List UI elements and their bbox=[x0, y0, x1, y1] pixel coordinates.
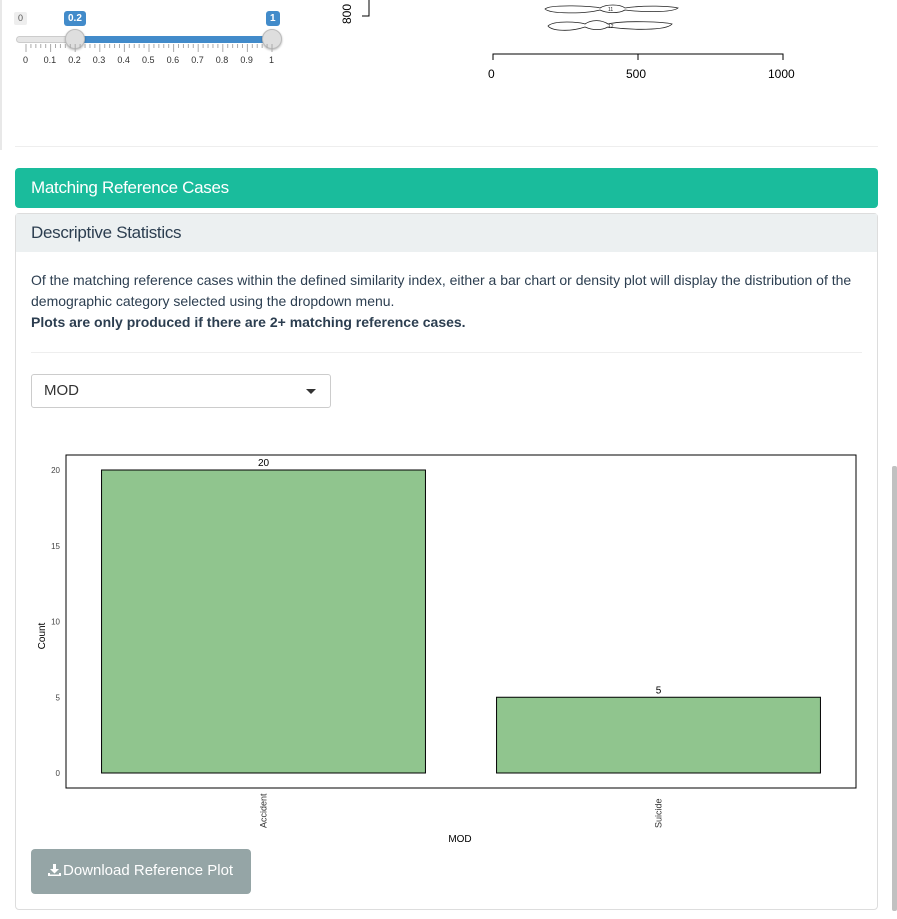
slider-range-bar[interactable] bbox=[75, 36, 272, 43]
slider-tick-label: 0.1 bbox=[43, 55, 57, 65]
slider-tick-label: 0.9 bbox=[240, 55, 253, 65]
x-tick-label: Accident bbox=[259, 793, 269, 828]
top-x-tick-1000: 1000 bbox=[768, 67, 795, 81]
slider-tick-label: 0.6 bbox=[166, 55, 180, 65]
select-value: MOD bbox=[44, 382, 79, 399]
bar-value-label: 5 bbox=[656, 685, 662, 696]
panel-description: Of the matching reference cases within t… bbox=[31, 270, 866, 333]
description-note: Plots are only produced if there are 2+ … bbox=[31, 314, 466, 330]
slider-tick-label: 0.5 bbox=[142, 55, 155, 65]
y-tick-label: 10 bbox=[51, 618, 60, 627]
x-axis-label: MOD bbox=[448, 834, 471, 845]
outline-shapes: 11 12 bbox=[544, 4, 679, 31]
category-select[interactable]: MOD bbox=[31, 374, 331, 408]
top-x-axis bbox=[492, 53, 784, 60]
y-axis-label: Count bbox=[37, 622, 48, 649]
slider-tick-label: 0.7 bbox=[191, 55, 204, 65]
bar-suicide bbox=[496, 696, 821, 774]
download-icon bbox=[48, 863, 61, 876]
plot-frame bbox=[65, 454, 857, 789]
slider-tick-label: 0.8 bbox=[215, 55, 229, 65]
left-border bbox=[0, 0, 2, 150]
slider-tick-label: 0.2 bbox=[68, 55, 81, 65]
y-tick-label: 5 bbox=[56, 693, 61, 702]
panel-divider bbox=[31, 352, 862, 353]
shape-label-11: 11 bbox=[608, 7, 613, 13]
download-reference-plot-button[interactable]: Download Reference Plot bbox=[31, 849, 251, 894]
descriptive-stats-header: Descriptive Statistics bbox=[16, 214, 877, 252]
section-divider bbox=[15, 146, 878, 147]
bar-value-label: 20 bbox=[258, 458, 270, 469]
description-text: Of the matching reference cases within t… bbox=[31, 272, 852, 309]
x-tick-label: Suicide bbox=[654, 798, 664, 828]
slider-tick-label: 1 bbox=[269, 55, 275, 65]
slider-from-label: 0.2 bbox=[64, 11, 86, 26]
slider-min-label: 0 bbox=[14, 12, 28, 25]
top-x-tick-500: 500 bbox=[626, 67, 647, 81]
caret-down-icon bbox=[306, 389, 316, 394]
slider-tick-label: 0.3 bbox=[92, 55, 106, 65]
reference-bar-chart: 20 5 0 5 10 15 20 Accident Suicide Count MOD bbox=[37, 454, 857, 845]
download-label: Download Reference Plot bbox=[63, 862, 234, 879]
slider-ticks bbox=[25, 44, 273, 52]
bar-accident bbox=[101, 469, 426, 774]
top-x-tick-0: 0 bbox=[488, 67, 495, 81]
shape-label-12: 12 bbox=[608, 24, 614, 30]
page-scrollbar[interactable] bbox=[892, 466, 897, 911]
slider-to-label: 1 bbox=[266, 11, 280, 26]
y-tick-label: 15 bbox=[51, 542, 60, 551]
slider-tick-label: 0.4 bbox=[117, 55, 130, 65]
top-y-tick: 800 bbox=[340, 3, 354, 24]
y-tick-label: 20 bbox=[51, 466, 60, 475]
y-tick-label: 0 bbox=[56, 769, 61, 778]
top-y-axis bbox=[362, 0, 370, 17]
matching-cases-header[interactable]: Matching Reference Cases bbox=[15, 168, 878, 208]
slider-tick-label: 0 bbox=[23, 55, 29, 65]
